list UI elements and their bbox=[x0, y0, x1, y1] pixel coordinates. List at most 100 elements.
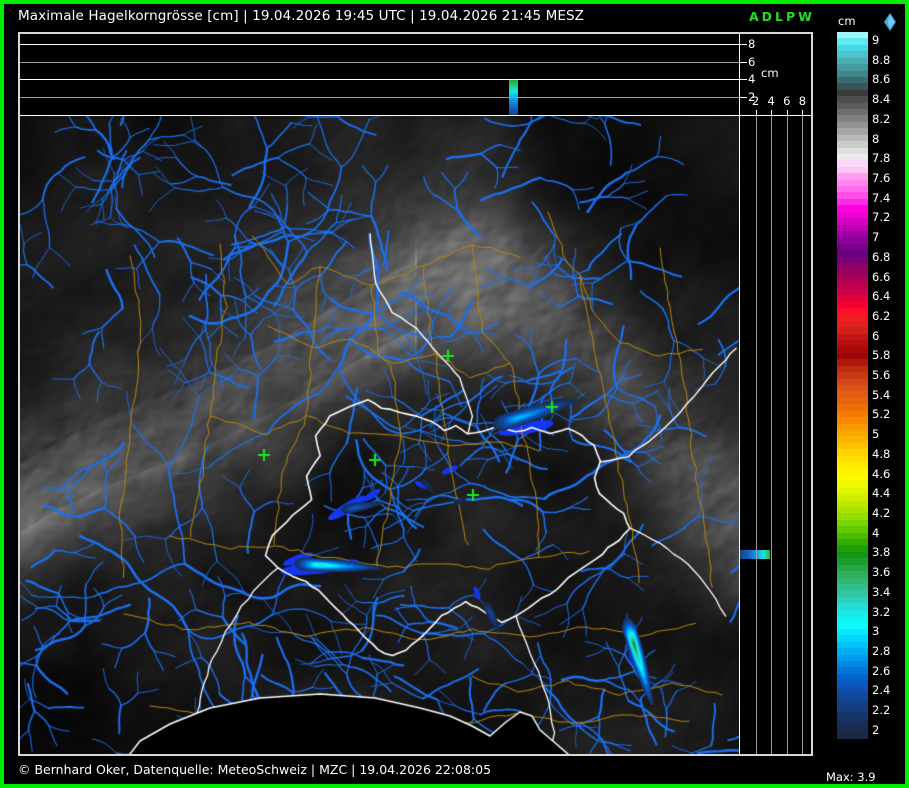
colorbar-swatch bbox=[837, 340, 868, 348]
colorbar-swatch bbox=[837, 641, 868, 649]
colorbar-swatch bbox=[837, 429, 868, 437]
colorbar-swatch bbox=[837, 115, 868, 123]
colorbar-tick-label: 5.6 bbox=[872, 368, 891, 383]
colorbar-swatch bbox=[837, 462, 868, 470]
colorbar-swatch bbox=[837, 404, 868, 412]
right-chart-unit-label: cm bbox=[761, 66, 779, 80]
colorbar-tick-label: 4 bbox=[872, 525, 880, 540]
colorbar-swatch bbox=[837, 622, 868, 630]
right-chart-gridline bbox=[771, 116, 773, 754]
horizontal-divider bbox=[20, 115, 813, 116]
colorbar-swatch bbox=[837, 635, 868, 643]
colorbar-swatch bbox=[837, 468, 868, 476]
colorbar-tick-label: 4.2 bbox=[872, 506, 891, 521]
colorbar-swatch bbox=[837, 519, 868, 527]
colorbar-swatch bbox=[837, 179, 868, 187]
right-chart-x-tick bbox=[771, 110, 773, 116]
colorbar-swatch bbox=[837, 160, 868, 168]
colorbar-tick-label: 5 bbox=[872, 427, 880, 442]
colorbar-swatch bbox=[837, 667, 868, 675]
header-bar: Maximale Hagelkorngrösse [cm] | 19.04.20… bbox=[4, 4, 905, 29]
colorbar-swatch bbox=[837, 269, 868, 277]
colorbar-swatch bbox=[837, 76, 868, 84]
colorbar-swatch bbox=[837, 295, 868, 303]
colorbar-swatch bbox=[837, 680, 868, 688]
colorbar-swatch bbox=[837, 121, 868, 129]
colorbar-swatch bbox=[837, 250, 868, 258]
colorbar-tick-label: 3 bbox=[872, 624, 880, 639]
colorbar-tick-label: 5.2 bbox=[872, 407, 891, 422]
max-value-label: Max: 3.9 bbox=[826, 770, 876, 784]
colorbar-swatch bbox=[837, 218, 868, 226]
colorbar-swatch bbox=[837, 590, 868, 598]
colorbar-swatch bbox=[837, 89, 868, 97]
colorbar-swatch bbox=[837, 38, 868, 46]
colorbar-swatch bbox=[837, 532, 868, 540]
colorbar-swatch bbox=[837, 365, 868, 373]
colorbar-tick-labels: 9 8.8 8.6 8.4 8.2 8 7.8 7.6 7.4 7.2 7 6.8 6.6 6.4 6.2 6… bbox=[872, 32, 908, 738]
colorbar-tick-label: 7.6 bbox=[872, 170, 891, 185]
colorbar-tick-label: 7 bbox=[872, 230, 880, 245]
colorbar-swatch bbox=[837, 577, 868, 585]
colorbar-tick-label: 2.6 bbox=[872, 663, 891, 678]
colorbar-swatch bbox=[837, 44, 868, 52]
colorbar-swatch bbox=[837, 385, 868, 393]
right-chart-x-label: 4 bbox=[767, 94, 775, 108]
colorbar-tick-label: 6.8 bbox=[872, 249, 891, 264]
colorbar-swatch bbox=[837, 539, 868, 547]
colorbar-swatch bbox=[837, 397, 868, 405]
colorbar-tick-label: 7.2 bbox=[872, 210, 891, 225]
colorbar-swatch bbox=[837, 474, 868, 482]
colorbar-swatch bbox=[837, 609, 868, 617]
vertical-divider bbox=[739, 34, 740, 754]
map-canvas[interactable] bbox=[20, 116, 739, 754]
colorbar-tick-label: 4.6 bbox=[872, 466, 891, 481]
colorbar-tick-label: 6.4 bbox=[872, 289, 891, 304]
colorbar-tick-label: 7.4 bbox=[872, 190, 891, 205]
colorbar-swatch bbox=[837, 320, 868, 328]
top-chart-y-tick bbox=[740, 79, 747, 81]
colorbar-swatch bbox=[837, 660, 868, 668]
colorbar-swatch bbox=[837, 288, 868, 296]
colorbar-tick-label: 2.2 bbox=[872, 703, 891, 718]
colorbar-tick-label: 3.8 bbox=[872, 545, 891, 560]
colorbar-swatch bbox=[837, 275, 868, 283]
colorbar-swatch bbox=[837, 256, 868, 264]
colorbar-swatch bbox=[837, 128, 868, 136]
colorbar-panel: cm 9 8.8 8.6 8.4 8.2 8 7.8 7.6 7.4 7.2 7 6.8 6.6 6.4 6… bbox=[826, 10, 909, 784]
colorbar-swatch bbox=[837, 192, 868, 200]
colorbar-swatch bbox=[837, 372, 868, 380]
colorbar-tick-label: 2.8 bbox=[872, 643, 891, 658]
colorbar-swatch bbox=[837, 51, 868, 59]
right-chart-x-label: 8 bbox=[798, 94, 807, 108]
top-chart-y-label: 8 bbox=[748, 36, 756, 51]
colorbar-swatch bbox=[837, 545, 868, 553]
colorbar-swatch bbox=[837, 494, 868, 502]
colorbar-swatch bbox=[837, 359, 868, 367]
colorbar-swatch bbox=[837, 301, 868, 309]
colorbar-swatch bbox=[837, 230, 868, 238]
radar-map[interactable] bbox=[20, 116, 739, 754]
colorbar-tick-label: 6 bbox=[872, 328, 880, 343]
colorbar-swatch bbox=[837, 603, 868, 611]
colorbar-swatch bbox=[837, 391, 868, 399]
colorbar-swatch bbox=[837, 513, 868, 521]
colorbar-swatch bbox=[837, 455, 868, 463]
colorbar-swatch bbox=[837, 83, 868, 91]
colorbar-tick-label: 6.6 bbox=[872, 269, 891, 284]
colorbar-swatch bbox=[837, 699, 868, 707]
colorbar-swatch bbox=[837, 693, 868, 701]
top-chart-y-label: 4 bbox=[748, 72, 756, 87]
right-chart-x-tick bbox=[802, 110, 804, 116]
colorbar-swatch bbox=[837, 134, 868, 142]
colorbar-swatch bbox=[837, 506, 868, 514]
colorbar-swatch bbox=[837, 686, 868, 694]
right-chart-x-label: 2 bbox=[751, 94, 760, 108]
footer-credits: © Bernhard Oker, Datenquelle: MeteoSchwe… bbox=[18, 762, 492, 777]
colorbar-swatch bbox=[837, 449, 868, 457]
colorbar-swatch bbox=[837, 436, 868, 444]
colorbar-swatch bbox=[837, 173, 868, 181]
colorbar-swatch bbox=[837, 282, 868, 290]
colorbar-swatch bbox=[837, 153, 868, 161]
